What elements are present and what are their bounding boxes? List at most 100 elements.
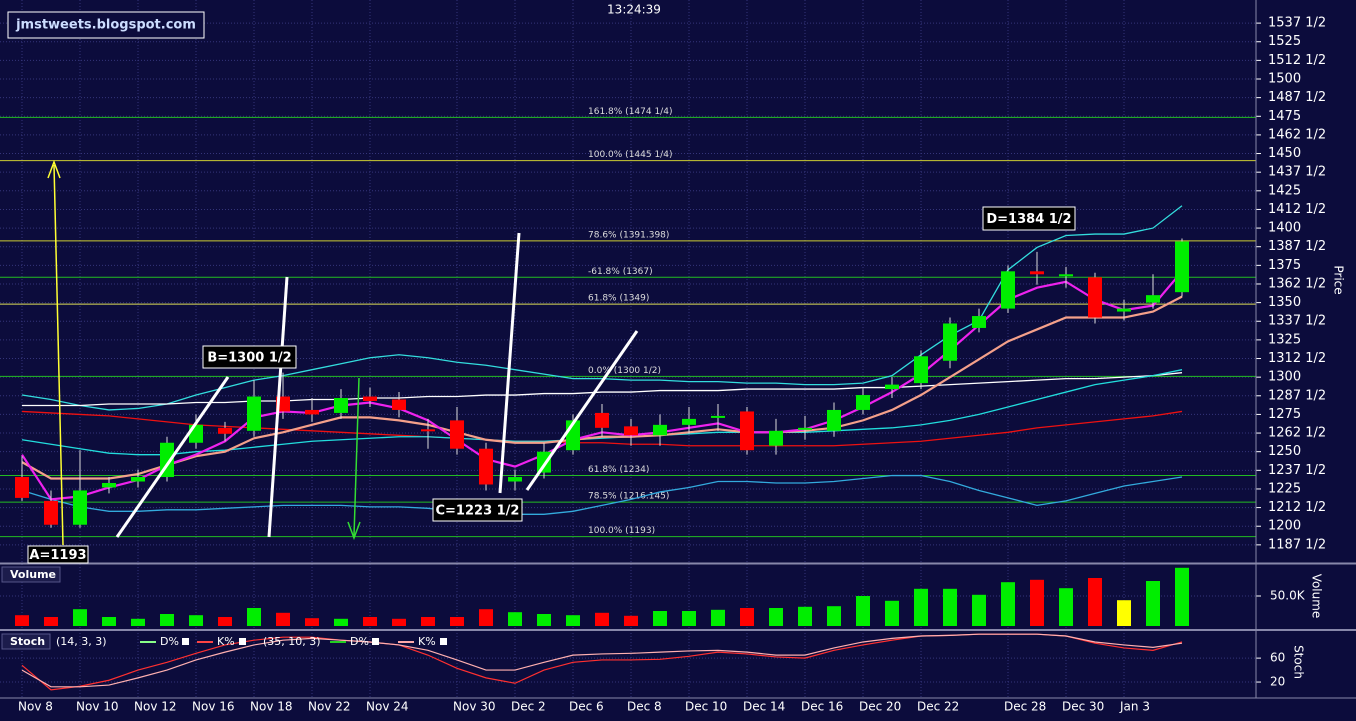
x-tick-label: Nov 18 <box>250 700 293 714</box>
volume-bar <box>827 606 841 626</box>
candle-body <box>537 451 551 473</box>
level-label: 161.8% (1474 1/4) <box>588 107 672 117</box>
candle-body <box>885 384 899 390</box>
volume-bar <box>798 606 812 626</box>
level-label: 100.0% (1193) <box>588 526 655 536</box>
y-tick-label: 1437 1/2 <box>1268 165 1326 180</box>
candle-body <box>450 420 464 449</box>
y-tick-label: 1537 1/2 <box>1268 16 1326 31</box>
grid-layer: 1537 1/2 1525 1512 1/2 1500 1487 1/2 1475 1462… <box>0 0 1326 714</box>
volume-bar <box>653 611 667 626</box>
candle-body <box>914 356 928 384</box>
legend-params: (35, 10, 3) <box>263 635 321 648</box>
trend-line <box>267 276 289 538</box>
moving-average <box>21 205 1183 411</box>
x-tick-label: Nov 10 <box>76 700 119 714</box>
trend-line <box>525 330 639 491</box>
y-tick-label: 1462 1/2 <box>1268 127 1326 142</box>
x-tick-label: Nov 22 <box>308 700 351 714</box>
candle-body <box>102 482 116 488</box>
legend-label: D% <box>350 635 369 648</box>
candle-body <box>334 398 348 413</box>
panel-title: Stoch <box>10 635 45 648</box>
candle-body <box>653 424 667 436</box>
level-label: 78.5% (1216.145) <box>588 492 669 502</box>
y-tick-label: 1187 1/2 <box>1268 537 1326 552</box>
volume-bar <box>711 609 725 626</box>
candle-body <box>189 424 203 443</box>
candle-body <box>856 395 870 410</box>
candle-body <box>682 418 696 425</box>
x-tick-label: Dec 22 <box>917 700 959 714</box>
candle-body <box>508 477 522 482</box>
volume-bar <box>189 615 203 626</box>
volume-bar <box>1001 582 1015 626</box>
candle-body <box>218 427 232 434</box>
x-tick-label: Nov 24 <box>366 700 409 714</box>
volume-bar <box>856 596 870 626</box>
legend-toggle <box>239 638 246 645</box>
level-label: 0.0% (1300 1/2) <box>588 366 661 376</box>
candle-body <box>1059 274 1073 277</box>
candle-body <box>305 409 319 415</box>
y-tick-label: 1425 <box>1268 183 1301 198</box>
y-tick-label: 1212 1/2 <box>1268 500 1326 515</box>
moving-average <box>21 369 1183 456</box>
volume-bar <box>334 618 348 626</box>
volume-bar <box>885 600 899 626</box>
candles-layer <box>15 238 1189 626</box>
y-axis-title: Stoch <box>1292 645 1306 679</box>
y-tick-label: 1200 <box>1268 519 1301 534</box>
drawings <box>47 159 639 546</box>
annotation-box <box>432 498 523 522</box>
x-tick-label: Dec 8 <box>627 700 662 714</box>
x-tick-label: Dec 2 <box>511 700 546 714</box>
candle-body <box>769 430 783 446</box>
candle-body <box>1088 277 1102 318</box>
volume-bar <box>914 588 928 626</box>
candle-body <box>44 500 58 525</box>
annotation-box <box>982 206 1076 231</box>
volume-bar <box>1175 567 1189 626</box>
x-tick-label: Dec 30 <box>1062 700 1104 714</box>
volume-bar <box>247 608 261 626</box>
y-tick-label: 20 <box>1270 675 1285 689</box>
volume-bar <box>566 615 580 626</box>
volume-bar <box>160 614 174 626</box>
annotation: D=1384 1/2 <box>986 212 1071 227</box>
volume-bar <box>508 612 522 626</box>
annotation: B=1300 1/2 <box>207 351 291 366</box>
volume-bar <box>1146 581 1160 626</box>
panel-frames <box>0 0 1356 699</box>
candle-body <box>131 477 145 482</box>
y-tick-label: 1412 1/2 <box>1268 202 1326 217</box>
candle-body <box>943 323 957 361</box>
y-tick-label: 1337 1/2 <box>1268 314 1326 329</box>
arrow <box>53 164 64 546</box>
volume-bar <box>595 612 609 626</box>
moving-average <box>21 474 1183 515</box>
y-tick-label: 1312 1/2 <box>1268 351 1326 366</box>
y-tick-label: 1525 <box>1268 34 1301 49</box>
site-box <box>7 11 205 39</box>
y-tick-label: 1262 1/2 <box>1268 426 1326 441</box>
x-tick-label: Nov 30 <box>453 700 496 714</box>
x-tick-label: Nov 12 <box>134 700 177 714</box>
y-tick-label: 1400 <box>1268 221 1301 236</box>
volume-bar <box>972 594 986 626</box>
y-tick-label: 1350 <box>1268 295 1301 310</box>
y-tick-label: 1487 1/2 <box>1268 90 1326 105</box>
volume-bar <box>624 615 638 626</box>
y-tick-label: 1375 <box>1268 258 1301 273</box>
x-tick-label: Dec 6 <box>569 700 604 714</box>
candle-body <box>363 396 377 402</box>
volume-bar <box>1088 578 1102 626</box>
top-layer: A=1193 B=1300 1/2 C=1223 1/2 D=1384 1/2 (14,… <box>27 206 1076 648</box>
y-tick-label: 1300 <box>1268 370 1301 385</box>
candle-body <box>247 396 261 431</box>
panel-title: Volume <box>10 568 56 581</box>
y-tick-label: 50.0K <box>1270 589 1306 603</box>
volume-bar <box>1030 579 1044 626</box>
candle-body <box>624 426 638 436</box>
